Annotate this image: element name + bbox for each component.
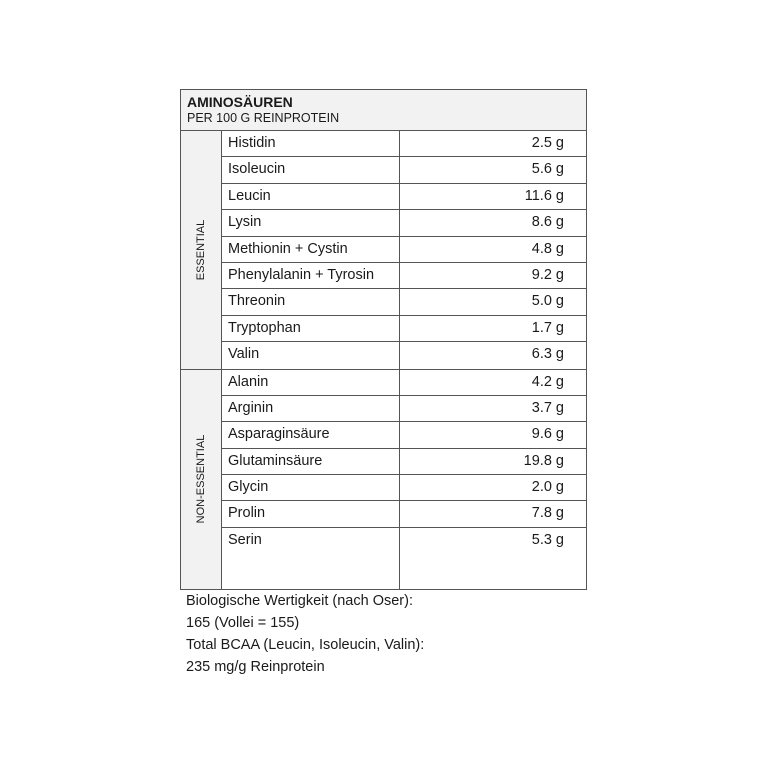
table-row: Asparaginsäure 9.6 g	[222, 422, 586, 449]
amino-acid-value: 9.2 g	[531, 266, 564, 283]
amino-acid-name: Lysin	[222, 210, 400, 236]
table-row: Glutaminsäure 19.8 g	[222, 448, 586, 476]
amino-acid-value: 8.6 g	[531, 214, 564, 231]
amino-acid-name: Isoleucin	[222, 157, 400, 183]
group-label-text: NON-ESSENTIAL	[195, 434, 207, 524]
table-row: Leucin 11.6 g	[222, 183, 586, 211]
table-row: Phenylalanin + Tyrosin 9.2 g	[222, 262, 586, 290]
footer-line: Biologische Wertigkeit (nach Oser):	[186, 593, 413, 609]
amino-acid-value: 11.6 g	[524, 187, 564, 204]
group-label-text: ESSENTIAL	[195, 219, 207, 281]
amino-acid-value: 9.6 g	[531, 426, 564, 443]
amino-acid-name: Threonin	[222, 289, 400, 315]
group-label: ESSENTIAL	[181, 131, 222, 369]
group-non-essential: NON-ESSENTIAL Alanin 4.2 g Arginin 3.7 g Aspa…	[181, 369, 586, 589]
table-row: Tryptophan 1.7 g	[222, 315, 586, 343]
amino-acid-value: 5.6 g	[531, 161, 564, 178]
amino-acid-name: Glycin	[222, 475, 400, 501]
table-row: Isoleucin 5.6 g	[222, 157, 586, 184]
table-subtitle: PER 100 G REINPROTEIN	[187, 111, 340, 125]
table-row: Alanin 4.2 g	[222, 369, 586, 396]
amino-acid-name: Glutaminsäure	[222, 448, 400, 475]
amino-acid-name: Asparaginsäure	[222, 422, 400, 448]
amino-acid-value: 1.7 g	[531, 319, 564, 336]
amino-acid-value: 7.8 g	[531, 505, 564, 522]
amino-acid-value: 4.2 g	[531, 373, 564, 390]
amino-acid-name: Serin	[222, 527, 400, 589]
table-row: Lysin 8.6 g	[222, 210, 586, 237]
table-row: Serin 5.3 g	[222, 527, 586, 589]
table-row: Histidin 2.5 g	[222, 131, 586, 158]
footer-line: 165 (Vollei = 155)	[186, 615, 300, 631]
amino-acid-name: Leucin	[222, 183, 400, 210]
footer-line: Total BCAA (Leucin, Isoleucin, Valin):	[186, 637, 425, 653]
group-label: NON-ESSENTIAL	[181, 369, 222, 589]
amino-acid-value: 5.3 g	[531, 531, 564, 548]
amino-acid-value: 3.7 g	[531, 399, 564, 416]
table-row: Arginin 3.7 g	[222, 395, 586, 423]
amino-acid-name: Methionin + Cystin	[222, 236, 400, 262]
amino-acid-table: AMINOSÄUREN PER 100 G REINPROTEIN ESSENT…	[180, 89, 587, 590]
amino-acid-name: Prolin	[222, 501, 400, 527]
amino-acid-name: Arginin	[222, 395, 400, 422]
amino-acid-name: Tryptophan	[222, 315, 400, 342]
amino-acid-value: 6.3 g	[531, 346, 564, 363]
amino-acid-value: 19.8 g	[523, 452, 564, 469]
amino-acid-value: 4.8 g	[531, 240, 564, 257]
footer-line: 235 mg/g Reinprotein	[186, 659, 325, 675]
amino-acid-value: 2.5 g	[531, 135, 564, 151]
table-row: Threonin 5.0 g	[222, 289, 586, 316]
table-row: Methionin + Cystin 4.8 g	[222, 236, 586, 263]
table-header: AMINOSÄUREN PER 100 G REINPROTEIN	[181, 90, 586, 131]
table-row: Prolin 7.8 g	[222, 501, 586, 528]
amino-acid-value: 5.0 g	[531, 293, 564, 310]
amino-acid-name: Histidin	[222, 131, 400, 157]
amino-acid-name: Phenylalanin + Tyrosin	[222, 262, 400, 289]
amino-acid-name: Alanin	[222, 369, 400, 395]
amino-acid-value: 2.0 g	[531, 479, 564, 496]
table-row: Glycin 2.0 g	[222, 475, 586, 502]
footer-notes: Biologische Wertigkeit (nach Oser): 165 (…	[186, 590, 424, 678]
table-row: Valin 6.3 g	[222, 342, 586, 369]
table-title: AMINOSÄUREN	[187, 94, 293, 110]
amino-acid-name: Valin	[222, 342, 400, 369]
group-essential: ESSENTIAL Histidin 2.5 g Isoleucin 5.6 g Leuc…	[181, 131, 586, 370]
